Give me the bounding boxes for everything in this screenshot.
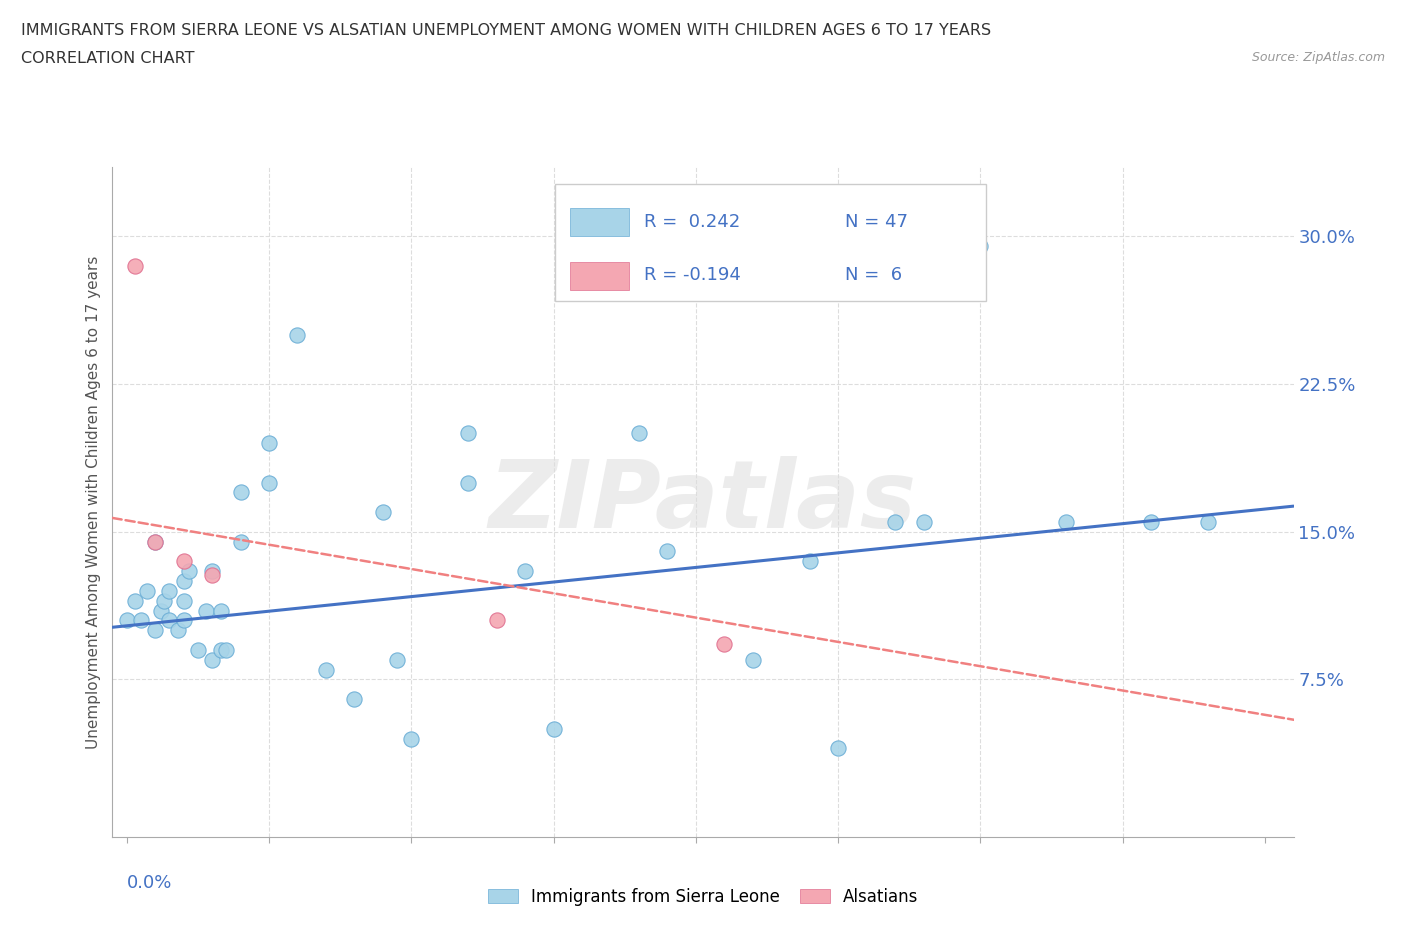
Text: R = -0.194: R = -0.194 bbox=[644, 266, 741, 285]
Point bbox=[173, 554, 195, 569]
Point bbox=[209, 643, 232, 658]
Point bbox=[157, 583, 180, 598]
Point bbox=[201, 567, 224, 582]
Point bbox=[884, 514, 907, 529]
Point bbox=[257, 435, 280, 450]
Point bbox=[209, 603, 232, 618]
Text: CORRELATION CHART: CORRELATION CHART bbox=[21, 51, 194, 66]
Point bbox=[135, 583, 157, 598]
Point bbox=[713, 636, 735, 651]
FancyBboxPatch shape bbox=[555, 184, 987, 301]
Text: N = 47: N = 47 bbox=[845, 213, 908, 231]
Point bbox=[173, 574, 195, 589]
Point bbox=[152, 593, 174, 608]
Point bbox=[143, 534, 166, 549]
Point bbox=[912, 514, 935, 529]
Point bbox=[195, 603, 218, 618]
FancyBboxPatch shape bbox=[569, 208, 628, 236]
Point bbox=[143, 534, 166, 549]
Point bbox=[167, 623, 190, 638]
Point bbox=[287, 327, 309, 342]
Point bbox=[1140, 514, 1163, 529]
Point bbox=[513, 564, 536, 578]
Y-axis label: Unemployment Among Women with Children Ages 6 to 17 years: Unemployment Among Women with Children A… bbox=[86, 256, 101, 749]
Point bbox=[827, 741, 849, 756]
FancyBboxPatch shape bbox=[569, 262, 628, 290]
Point bbox=[124, 593, 146, 608]
Point bbox=[201, 652, 224, 667]
Point bbox=[457, 426, 479, 441]
Point bbox=[229, 534, 252, 549]
Point bbox=[457, 475, 479, 490]
Point bbox=[187, 643, 209, 658]
Point bbox=[485, 613, 508, 628]
Point bbox=[799, 554, 821, 569]
Point bbox=[741, 652, 763, 667]
Point bbox=[657, 544, 679, 559]
Point bbox=[201, 564, 224, 578]
Point bbox=[385, 652, 408, 667]
Point bbox=[124, 259, 146, 273]
Point bbox=[157, 613, 180, 628]
Text: R =  0.242: R = 0.242 bbox=[644, 213, 740, 231]
Point bbox=[257, 475, 280, 490]
Point bbox=[215, 643, 238, 658]
Point bbox=[115, 613, 138, 628]
Point bbox=[343, 692, 366, 707]
Point bbox=[129, 613, 152, 628]
Point bbox=[173, 593, 195, 608]
Point bbox=[149, 603, 172, 618]
Point bbox=[1054, 514, 1077, 529]
Text: 0.0%: 0.0% bbox=[127, 874, 172, 892]
Text: ZIPatlas: ZIPatlas bbox=[489, 457, 917, 548]
Point bbox=[229, 485, 252, 499]
Point bbox=[969, 239, 991, 254]
Point bbox=[627, 426, 650, 441]
Legend: Immigrants from Sierra Leone, Alsatians: Immigrants from Sierra Leone, Alsatians bbox=[481, 881, 925, 912]
Text: IMMIGRANTS FROM SIERRA LEONE VS ALSATIAN UNEMPLOYMENT AMONG WOMEN WITH CHILDREN : IMMIGRANTS FROM SIERRA LEONE VS ALSATIAN… bbox=[21, 23, 991, 38]
Point bbox=[371, 505, 394, 520]
Point bbox=[401, 731, 423, 746]
Point bbox=[173, 613, 195, 628]
Point bbox=[143, 623, 166, 638]
Text: N =  6: N = 6 bbox=[845, 266, 901, 285]
Text: Source: ZipAtlas.com: Source: ZipAtlas.com bbox=[1251, 51, 1385, 64]
Point bbox=[543, 722, 565, 737]
Point bbox=[315, 662, 337, 677]
Point bbox=[179, 564, 201, 578]
Point bbox=[1197, 514, 1219, 529]
